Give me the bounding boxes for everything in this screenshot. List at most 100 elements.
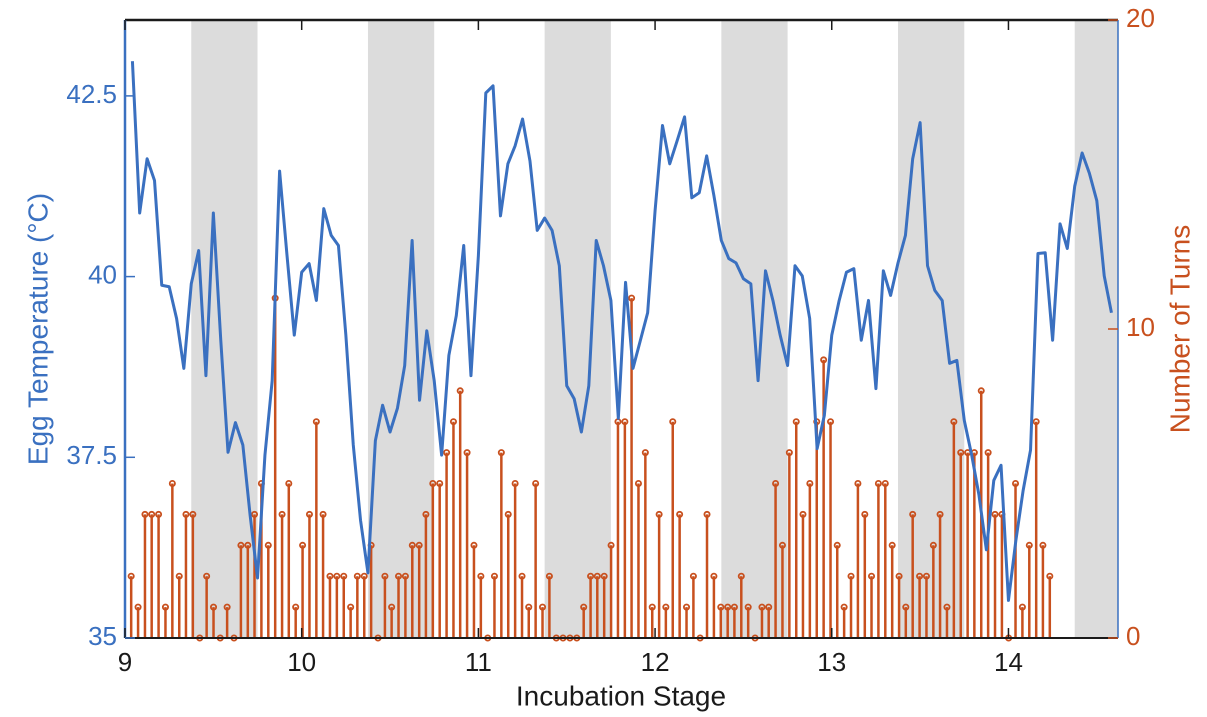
stem-marker	[902, 603, 910, 611]
y2-axis-label: Number of Turns	[1164, 225, 1195, 434]
stem-marker	[333, 572, 341, 580]
stem-marker	[127, 572, 135, 580]
stem-marker	[648, 603, 656, 611]
stem-marker	[655, 510, 663, 518]
stem-marker	[1046, 572, 1054, 580]
stem-marker	[497, 449, 505, 457]
stem-marker	[182, 510, 190, 518]
stem-marker	[449, 418, 457, 426]
stem-marker	[778, 541, 786, 549]
stem-marker	[470, 541, 478, 549]
stem-marker	[621, 418, 629, 426]
y-tick-label: 42.5	[66, 79, 117, 109]
stem-marker	[237, 541, 245, 549]
stem-marker	[587, 572, 595, 580]
stem-marker	[874, 479, 882, 487]
stem-marker	[251, 510, 259, 518]
stem-marker	[792, 418, 800, 426]
stem-marker	[408, 541, 416, 549]
stem-marker	[950, 418, 958, 426]
stem-marker	[134, 603, 142, 611]
stem-marker	[436, 479, 444, 487]
x-tick-label: 13	[817, 647, 846, 677]
stem-marker	[422, 510, 430, 518]
stem-marker	[443, 449, 451, 457]
stem-marker	[984, 449, 992, 457]
stem-marker	[518, 572, 526, 580]
stem-marker	[429, 479, 437, 487]
stem-marker	[683, 603, 691, 611]
stem-marker	[593, 572, 601, 580]
stem-marker	[724, 603, 732, 611]
stem-marker	[415, 541, 423, 549]
stem-marker	[669, 418, 677, 426]
stem-marker	[203, 572, 211, 580]
data-layer	[127, 61, 1113, 642]
stem-marker	[888, 541, 896, 549]
stem-marker	[854, 479, 862, 487]
stem-marker	[977, 387, 985, 395]
stem-marker	[353, 572, 361, 580]
x-tick-label: 12	[641, 647, 670, 677]
stem-marker	[847, 572, 855, 580]
stem-marker	[477, 572, 485, 580]
stem-marker	[820, 356, 828, 364]
stem-marker	[710, 572, 718, 580]
stem-marker	[868, 572, 876, 580]
y-axis-label: Egg Temperature (°C)	[22, 193, 53, 465]
y-tick-label: 40	[88, 259, 117, 289]
stem-marker	[641, 449, 649, 457]
stem-marker	[340, 572, 348, 580]
stem-marker	[744, 603, 752, 611]
stem-marker	[388, 603, 396, 611]
stem-marker	[634, 479, 642, 487]
stem-marker	[765, 603, 773, 611]
stem-marker	[532, 479, 540, 487]
stem-marker	[381, 572, 389, 580]
stem-marker	[210, 603, 218, 611]
stem-marker	[676, 510, 684, 518]
stem-marker	[141, 510, 149, 518]
stem-marker	[600, 572, 608, 580]
stem-marker	[1025, 541, 1033, 549]
stem-marker	[223, 603, 231, 611]
stem-marker	[881, 479, 889, 487]
stem-marker	[189, 510, 197, 518]
stem-marker	[840, 603, 848, 611]
stem-marker	[922, 572, 930, 580]
stem-marker	[662, 603, 670, 611]
x-tick-label: 10	[287, 647, 316, 677]
x-tick-label: 9	[118, 647, 132, 677]
stem-marker	[401, 572, 409, 580]
stem-marker	[347, 603, 355, 611]
stem-marker	[360, 572, 368, 580]
x-tick-label: 14	[994, 647, 1023, 677]
stem-marker	[737, 572, 745, 580]
y-tick-label: 35	[88, 621, 117, 651]
stem-marker	[703, 510, 711, 518]
stem-marker	[833, 541, 841, 549]
stem-marker	[772, 479, 780, 487]
stem-marker	[916, 572, 924, 580]
stem-marker	[326, 572, 334, 580]
stem-marker	[607, 541, 615, 549]
stem-marker	[490, 572, 498, 580]
stem-marker	[292, 603, 300, 611]
stem-marker	[943, 603, 951, 611]
stem-marker	[957, 449, 965, 457]
stem-marker	[1039, 541, 1047, 549]
stem-marker	[717, 603, 725, 611]
stem-marker	[689, 572, 697, 580]
shaded-band	[367, 20, 435, 638]
stem-marker	[580, 603, 588, 611]
shaded-band	[544, 20, 611, 638]
x-tick-label: 11	[465, 647, 492, 677]
stem-marker	[168, 479, 176, 487]
stem-marker	[991, 510, 999, 518]
stem-marker	[785, 449, 793, 457]
stem-marker	[909, 510, 917, 518]
stem-marker	[175, 572, 183, 580]
stem-marker	[456, 387, 464, 395]
stem-marker	[463, 449, 471, 457]
